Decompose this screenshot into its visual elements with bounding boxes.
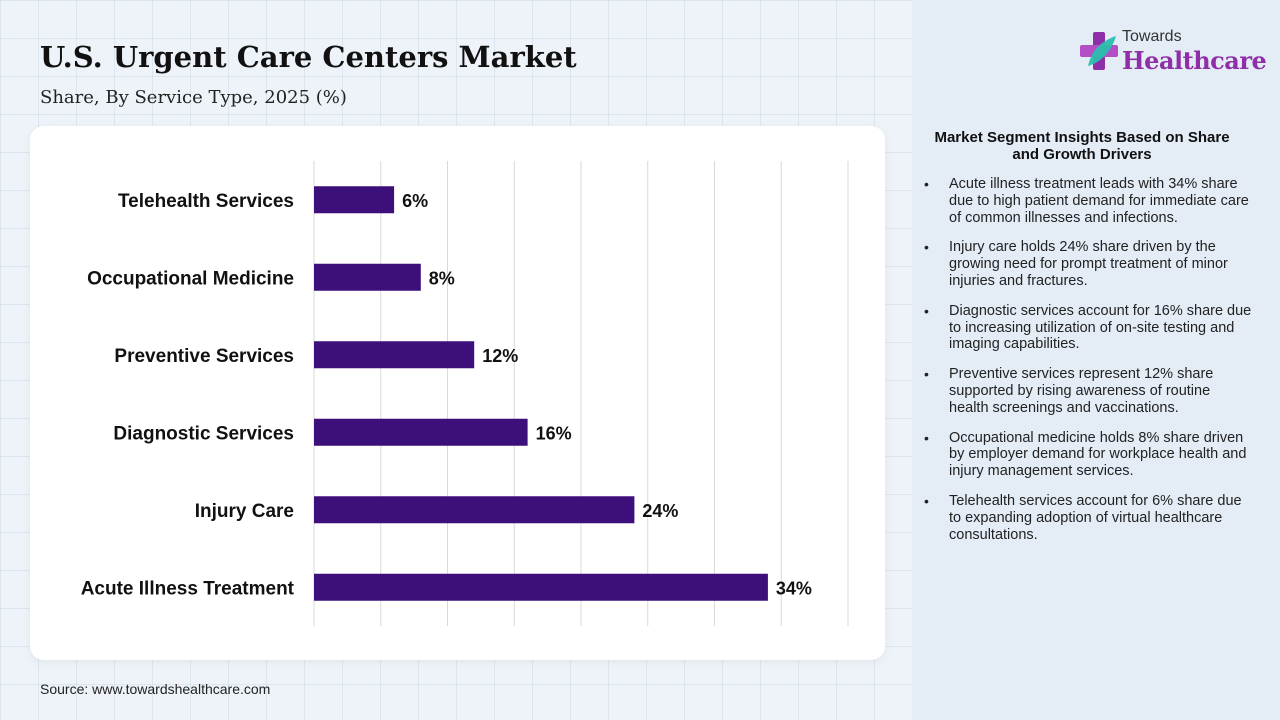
bar xyxy=(314,496,635,524)
insight-item: Telehealth services account for 6% share… xyxy=(922,493,1252,543)
data-label: 12% xyxy=(482,346,518,366)
page-title: U.S. Urgent Care Centers Market xyxy=(40,40,577,74)
insight-item: Preventive services represent 12% share … xyxy=(922,366,1252,416)
chart-card: Telehealth Services 6% Occupational Medici… xyxy=(30,126,885,660)
insights-panel: Towards Healthcare Market Segment Insigh… xyxy=(912,0,1280,720)
page-subtitle: Share, By Service Type, 2025 (%) xyxy=(40,87,347,108)
bar xyxy=(314,263,421,291)
bar xyxy=(314,418,528,446)
category-label: Occupational Medicine xyxy=(87,268,294,289)
category-label: Telehealth Services xyxy=(118,191,294,212)
data-label: 16% xyxy=(536,423,572,443)
bar xyxy=(314,573,768,601)
bar-chart: Telehealth Services 6% Occupational Medici… xyxy=(81,161,849,626)
data-label: 8% xyxy=(429,268,455,288)
data-label: 34% xyxy=(776,578,812,598)
insights-list: Acute illness treatment leads with 34% s… xyxy=(922,176,1252,556)
insight-item: Acute illness treatment leads with 34% s… xyxy=(922,176,1252,226)
bar xyxy=(314,186,395,214)
category-label: Preventive Services xyxy=(114,346,294,367)
data-label: 6% xyxy=(402,191,428,211)
bar xyxy=(314,341,475,369)
logo-main-text: Healthcare xyxy=(1122,46,1267,75)
cross-leaf-icon xyxy=(1080,32,1118,70)
category-label: Acute Illness Treatment xyxy=(81,578,295,599)
data-label: 24% xyxy=(642,501,678,521)
category-label: Injury Care xyxy=(195,501,294,522)
logo-top-text: Towards xyxy=(1122,28,1182,45)
insight-item: Injury care holds 24% share driven by th… xyxy=(922,239,1252,289)
source-note: Source: www.towardshealthcare.com xyxy=(40,681,271,697)
insight-item: Occupational medicine holds 8% share dri… xyxy=(922,430,1252,480)
insight-item: Diagnostic services account for 16% shar… xyxy=(922,303,1252,353)
brand-logo: Towards Healthcare xyxy=(1080,26,1267,80)
insights-title: Market Segment Insights Based on Share a… xyxy=(934,129,1230,163)
category-label: Diagnostic Services xyxy=(113,423,294,444)
